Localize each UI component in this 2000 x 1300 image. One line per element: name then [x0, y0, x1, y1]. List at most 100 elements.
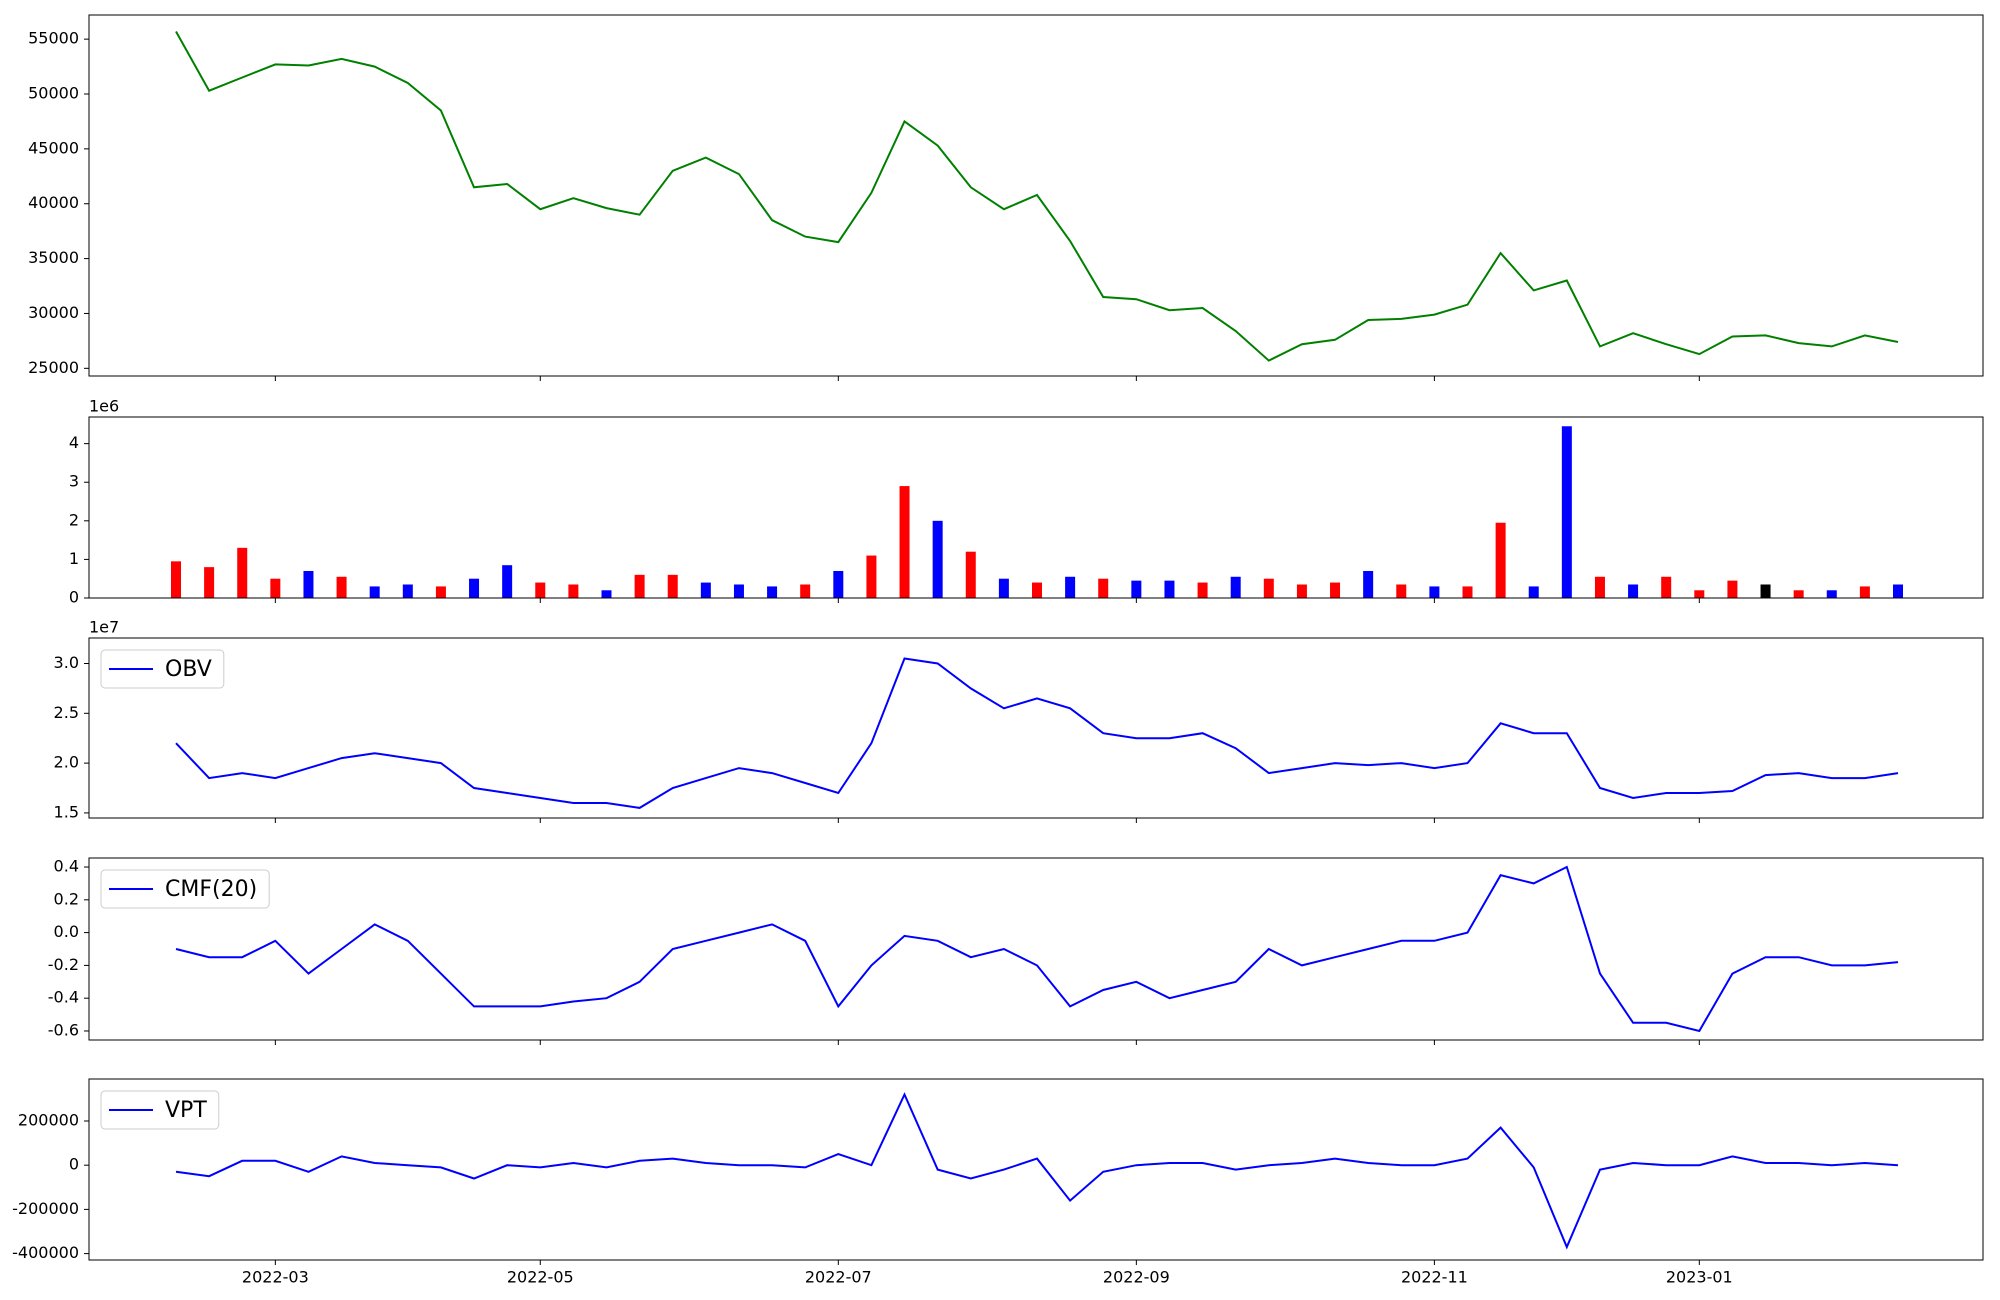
volume-bar: [1727, 580, 1738, 598]
y-tick-label: -0.4: [48, 988, 79, 1007]
line: [175, 657, 1899, 809]
volume-bar: [700, 582, 711, 598]
volume-bar: [402, 584, 413, 598]
y-tick-label: 0.2: [54, 889, 79, 908]
y-tick-label: 2.0: [54, 753, 79, 772]
volume-bar: [800, 584, 811, 598]
line: [175, 31, 1899, 362]
y-tick-label: 3.0: [54, 653, 79, 672]
volume-bar: [1032, 582, 1042, 598]
volume-bar: [535, 582, 546, 598]
legend-label: VPT: [165, 1098, 207, 1123]
volume-bar: [1230, 576, 1241, 598]
y-tick-label: 1.5: [54, 802, 79, 821]
volume-bar: [1263, 578, 1274, 598]
volume-bar: [998, 578, 1009, 598]
y-tick-label: 1: [69, 549, 79, 568]
axes-frame: [88, 14, 1984, 377]
volume-bar: [1296, 584, 1307, 598]
legend-box: [100, 649, 225, 689]
volume-bar: [1197, 582, 1208, 598]
offset-label: 1e6: [89, 397, 119, 416]
volume-bar: [303, 570, 314, 598]
volume-bar: [1594, 576, 1605, 598]
volume-bar: [1462, 586, 1473, 598]
y-tick-label: 2: [69, 510, 79, 529]
volume-bar: [469, 578, 480, 598]
volume-bar: [1429, 586, 1440, 598]
y-tick-label: -200000: [12, 1199, 79, 1218]
legend-label: CMF(20): [165, 877, 257, 902]
x-tick-label: 2022-07: [805, 1268, 872, 1287]
volume-bar: [1065, 576, 1076, 598]
volume-bar: [899, 486, 910, 598]
panel: -0.6 -0.4 -0.2 0.0 0.2 0.4 CMF(20): [48, 857, 1984, 1045]
volume-bar: [1826, 590, 1837, 598]
y-tick-label: 30000: [28, 303, 79, 322]
volume-bar: [1561, 426, 1572, 598]
line: [175, 1092, 1899, 1250]
axes-frame: [88, 857, 1984, 1041]
y-tick-label: -400000: [12, 1243, 79, 1262]
panel: 1.5 2.0 2.5 3.0 1e7 OBV: [54, 618, 1984, 823]
volume-bar: [435, 586, 446, 598]
y-tick-label: 55000: [28, 29, 79, 48]
y-tick-label: 200000: [18, 1110, 79, 1129]
y-tick-label: -0.2: [48, 955, 79, 974]
panel: -400000 -200000 0 200000 2022-03 2022-05 2022-…: [12, 1078, 1984, 1287]
volume-bar: [634, 574, 645, 598]
y-tick-label: 0: [69, 1155, 79, 1174]
y-tick-label: 45000: [28, 138, 79, 157]
volume-bar: [1330, 582, 1341, 598]
volume-bar: [1628, 584, 1639, 598]
panel: 0 1 2 3 4 1e6: [69, 397, 1984, 607]
volume-bar: [1893, 584, 1903, 598]
axes-frame: [88, 416, 1984, 599]
volume-bar: [1098, 578, 1109, 598]
volume-bar: [1363, 570, 1374, 598]
y-tick-label: 0: [69, 588, 79, 607]
volume-bar: [733, 584, 744, 598]
volume-bar: [1396, 584, 1407, 598]
volume-bar: [767, 586, 778, 598]
y-tick-label: 0.0: [54, 922, 79, 941]
volume-bar: [1528, 586, 1539, 598]
legend-label: OBV: [165, 657, 212, 682]
volume-bar: [1164, 580, 1175, 598]
y-tick-label: 0.4: [54, 857, 79, 876]
offset-label: 1e7: [89, 618, 119, 637]
volume-bar: [1131, 580, 1142, 598]
y-tick-label: -0.6: [48, 1020, 79, 1039]
y-tick-label: 2.5: [54, 703, 79, 722]
volume-bar: [502, 565, 513, 598]
volume-bar: [601, 590, 612, 598]
panel: 25000 30000 35000 40000 45000 50000 55000: [28, 14, 1984, 381]
volume-bar: [204, 567, 215, 598]
y-tick-label: 35000: [28, 248, 79, 267]
volume-bar: [866, 555, 877, 598]
volume-bar: [1760, 584, 1771, 598]
volume-bar: [932, 520, 943, 598]
axes-frame: [88, 637, 1984, 819]
volume-bar: [1661, 576, 1672, 598]
legend-box: [100, 1090, 220, 1130]
volume-bar: [270, 578, 281, 598]
volume-bar: [1495, 522, 1506, 598]
legend-box: [100, 869, 270, 909]
y-tick-label: 40000: [28, 193, 79, 212]
y-tick-label: 50000: [28, 84, 79, 103]
x-tick-label: 2022-05: [507, 1268, 574, 1287]
volume-bar: [667, 574, 678, 598]
volume-bar: [965, 551, 976, 598]
volume-bar: [1694, 590, 1705, 598]
y-tick-label: 3: [69, 472, 79, 491]
x-tick-label: 2022-03: [242, 1268, 309, 1287]
volume-bar: [833, 570, 844, 598]
volume-bar: [171, 561, 181, 598]
y-tick-label: 4: [69, 433, 79, 452]
x-tick-label: 2022-09: [1103, 1268, 1170, 1287]
volume-bar: [237, 547, 248, 598]
volume-bar: [336, 576, 347, 598]
line: [175, 865, 1899, 1033]
